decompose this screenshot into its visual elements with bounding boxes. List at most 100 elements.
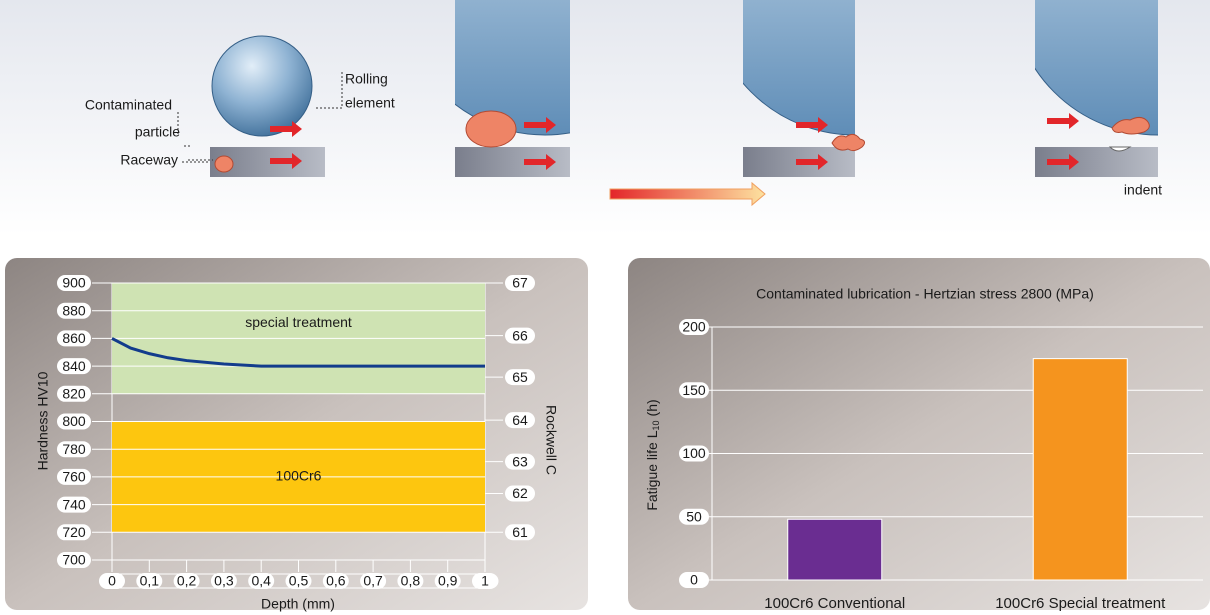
- arrow: [1047, 113, 1079, 170]
- y2-tick-label: 63: [512, 453, 528, 469]
- tick-pill: [57, 358, 91, 375]
- tick-pill: [57, 385, 91, 402]
- x-tick-label: 0,6: [326, 573, 346, 589]
- arrow: [270, 121, 302, 137]
- y2-axis-title: Rockwell C: [543, 405, 559, 475]
- y-axis-title: Fatigue life L10 (h): [644, 399, 662, 510]
- tick-pill: [210, 573, 237, 589]
- tick-pill: [505, 485, 535, 502]
- y-tick-label: 720: [62, 524, 86, 540]
- indent-mark: [1108, 146, 1132, 152]
- x-axis-title: Depth (mm): [261, 596, 335, 612]
- tick-pill: [136, 573, 163, 589]
- y2-tick-label: 62: [512, 485, 528, 501]
- tick-pill: [173, 573, 200, 589]
- leader: [177, 70, 343, 163]
- y-tick-label: 700: [62, 552, 86, 568]
- x-tick-label: 0,4: [251, 573, 271, 589]
- x-tick-label: 0,1: [140, 573, 160, 589]
- tick-pill: [434, 573, 461, 589]
- y-axis-title: Hardness HV10: [35, 371, 51, 470]
- x-tick-label: 0,5: [289, 573, 309, 589]
- rolling-element: [1035, 0, 1158, 136]
- tick-pill: [57, 330, 91, 347]
- tick-pill: [57, 468, 91, 485]
- rolling-element: [743, 0, 855, 136]
- y-tick-label: 0: [690, 572, 698, 588]
- y-tick-label: 860: [62, 330, 86, 346]
- tick-pill: [360, 573, 387, 589]
- label: element: [345, 95, 395, 111]
- tick-pill: [505, 275, 535, 291]
- tick-pill: [679, 382, 709, 399]
- tick-pill: [679, 319, 709, 335]
- y-tick-label: 800: [62, 413, 86, 429]
- diagram: Contaminated particle Raceway Rolling el…: [85, 0, 1162, 207]
- rolling-element: [211, 35, 313, 137]
- band-label: 100Cr6: [276, 468, 322, 484]
- tick-pill: [57, 275, 91, 291]
- y-tick-label: 50: [686, 508, 702, 524]
- tick-pill: [505, 327, 535, 344]
- y-tick-label: 880: [62, 302, 86, 318]
- hardness-line: [111, 337, 485, 368]
- y-tick-label: 820: [62, 386, 86, 402]
- particle: [831, 133, 866, 152]
- tick-pill: [57, 302, 91, 319]
- x-tick-label: 0,8: [401, 573, 421, 589]
- y-axis-title-unit: (h): [644, 399, 660, 416]
- label: indent: [1124, 182, 1162, 198]
- tick-pill: [397, 573, 424, 589]
- process-arrow: [609, 181, 766, 207]
- y2-tick-label: 66: [512, 327, 528, 343]
- x-tick-label: 100Cr6 Conventional: [764, 595, 905, 612]
- y2-tick-label: 65: [512, 369, 528, 385]
- tick-pill: [679, 508, 709, 525]
- tick-pill: [679, 572, 709, 588]
- label: Contaminated: [85, 97, 172, 113]
- tick-pill: [57, 552, 91, 568]
- arrow: [524, 117, 556, 170]
- chart-title: Contaminated lubrication - Hertzian stre…: [756, 286, 1094, 302]
- tick-pill: [679, 445, 709, 462]
- y-tick-label: 100: [682, 445, 706, 461]
- particle: [214, 155, 234, 173]
- tick-pill: [505, 412, 535, 429]
- x-tick-label: 0,2: [177, 573, 197, 589]
- x-tick-label: 1: [481, 573, 489, 589]
- y2-tick-label: 64: [512, 412, 528, 428]
- y-tick-label: 760: [62, 469, 86, 485]
- tick-pill: [322, 573, 349, 589]
- tick-pill: [505, 524, 535, 541]
- x-tick-label: 0,9: [438, 573, 458, 589]
- y2-tick-label: 61: [512, 524, 528, 540]
- x-tick-label: 100Cr6 Special treatment: [995, 595, 1166, 612]
- y-tick-label: 150: [682, 382, 706, 398]
- particle: [1111, 116, 1150, 135]
- particle: [465, 110, 517, 148]
- label: Rolling: [345, 71, 388, 87]
- tick-pill: [472, 573, 498, 589]
- y-tick-label: 780: [62, 441, 86, 457]
- tick-pill: [57, 441, 91, 458]
- tick-pill: [57, 524, 91, 541]
- diagram-background: [0, 0, 1210, 235]
- bar: [1032, 358, 1128, 581]
- arrow: [796, 117, 828, 170]
- label: particle: [135, 124, 180, 140]
- y-tick-label: 200: [682, 319, 706, 335]
- band-label: special treatment: [245, 314, 352, 330]
- y2-tick-label: 67: [512, 275, 528, 291]
- x-tick-label: 0: [108, 573, 116, 589]
- tick-pill: [57, 496, 91, 513]
- x-tick-label: 0,3: [214, 573, 234, 589]
- bar: [787, 518, 883, 581]
- tick-pill: [505, 453, 535, 470]
- tick-pill: [285, 573, 312, 589]
- y-axis-title-text: Fatigue life L: [644, 430, 660, 510]
- x-tick-strip: [99, 573, 499, 589]
- y-tick-label: 840: [62, 358, 86, 374]
- arrow: [270, 153, 302, 169]
- tick-pill: [248, 573, 275, 589]
